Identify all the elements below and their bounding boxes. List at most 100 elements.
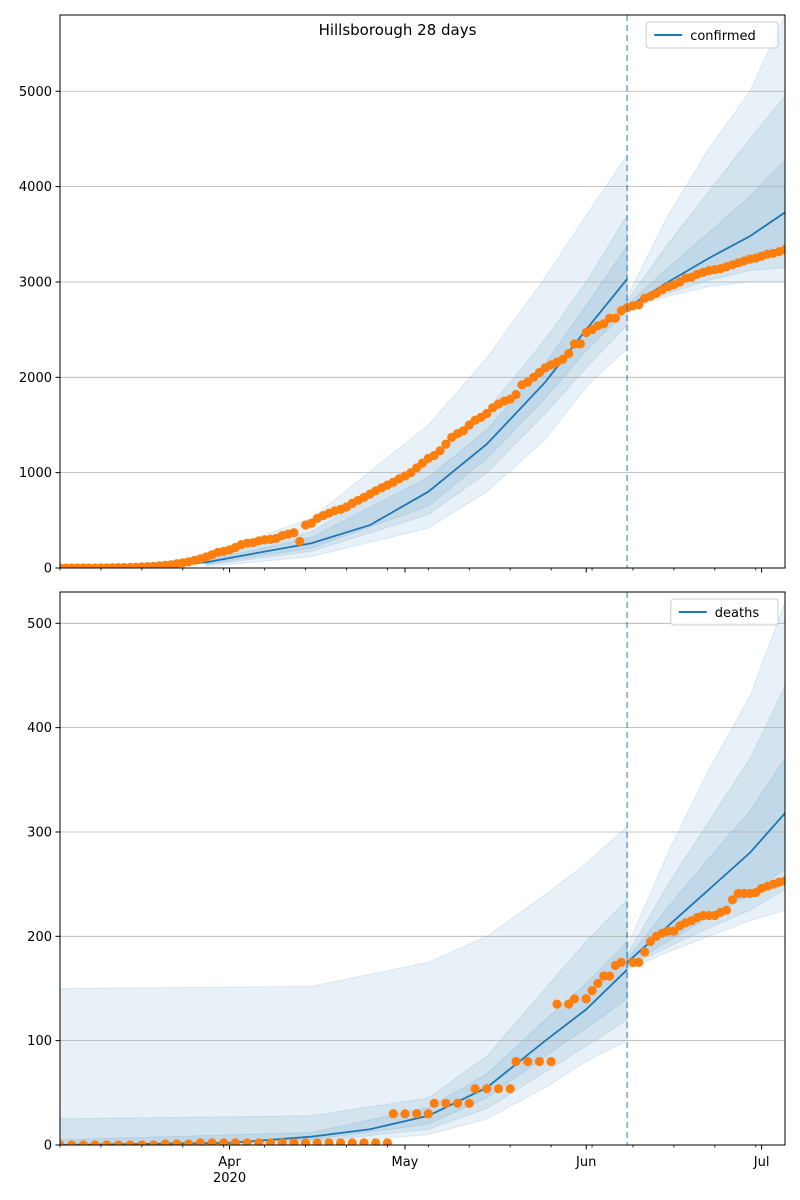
deaths-fit-band-80 bbox=[60, 898, 628, 1145]
confirmed-observed-point bbox=[458, 426, 468, 436]
deaths-observed-point bbox=[423, 1109, 433, 1119]
confirmed-y-tick-label-3000: 3000 bbox=[19, 275, 52, 290]
deaths-observed-point bbox=[616, 957, 626, 968]
deaths-observed-point bbox=[347, 1138, 357, 1145]
deaths-observed-point bbox=[172, 1139, 182, 1145]
deaths-observed-point bbox=[78, 1140, 88, 1145]
deaths-y-tick-label-100: 100 bbox=[27, 1034, 52, 1049]
deaths-observed-point bbox=[371, 1138, 381, 1145]
confirmed-observed-point bbox=[482, 408, 492, 419]
x-tick-sublabel-year: 2020 bbox=[213, 1171, 246, 1186]
confirmed-observed-point bbox=[634, 300, 644, 310]
confirmed-observed-point bbox=[780, 244, 785, 255]
deaths-forecast-band-50 bbox=[626, 758, 785, 967]
confirmed-y-tick-label-5000: 5000 bbox=[19, 85, 52, 100]
confirmed-forecast-band-95 bbox=[626, 15, 785, 311]
deaths-fit-band-50 bbox=[60, 940, 628, 1145]
confirmed-y-ticks: 0 1000 2000 3000 4000 5000 bbox=[19, 85, 60, 577]
deaths-observed-point bbox=[721, 905, 732, 915]
deaths-y-tick-label-0: 0 bbox=[44, 1139, 52, 1154]
deaths-observed-point bbox=[289, 1138, 299, 1145]
x-tick-label-apr: Apr bbox=[218, 1155, 241, 1170]
deaths-observed-point bbox=[780, 876, 785, 886]
deaths-legend: deaths bbox=[670, 598, 779, 626]
deaths-observed-point bbox=[324, 1138, 334, 1145]
deaths-observed-point bbox=[230, 1138, 240, 1145]
confirmed-plot-frame bbox=[59, 14, 786, 569]
deaths-y-ticks: 0 100 200 300 400 500 bbox=[27, 617, 60, 1154]
x-tick-label-may: May bbox=[392, 1155, 419, 1170]
deaths-y-tick-label-300: 300 bbox=[27, 825, 52, 840]
deaths-observed-point bbox=[90, 1140, 100, 1145]
deaths-observed-point bbox=[207, 1138, 217, 1145]
confirmed-legend: confirmed bbox=[645, 21, 779, 49]
confirmed-observed-point bbox=[610, 313, 621, 323]
deaths-observed-point bbox=[441, 1098, 451, 1108]
deaths-observed-point bbox=[453, 1098, 463, 1108]
confirmed-legend-box bbox=[645, 21, 779, 49]
deaths-observed-point bbox=[137, 1140, 147, 1145]
deaths-observed-point bbox=[312, 1138, 322, 1145]
x-tick-label-jun: Jun bbox=[575, 1155, 596, 1170]
deaths-observed-point bbox=[382, 1138, 392, 1145]
deaths-observed-point bbox=[605, 971, 615, 981]
deaths-observed-point bbox=[277, 1138, 287, 1145]
confirmed-observed-points bbox=[60, 244, 785, 568]
confirmed-panel: 0 1000 2000 3000 4000 5000 confirmed Hillsbor… bbox=[19, 14, 786, 577]
deaths-observed-point bbox=[67, 1140, 77, 1145]
confirmed-observed-point bbox=[599, 319, 609, 329]
deaths-observed-point bbox=[482, 1084, 492, 1094]
deaths-observed-point bbox=[727, 895, 738, 905]
deaths-observed-point bbox=[359, 1138, 369, 1145]
deaths-forecast-band-95 bbox=[626, 602, 785, 971]
deaths-observed-point bbox=[148, 1140, 159, 1145]
confirmed-observed-point bbox=[289, 528, 299, 538]
deaths-observed-point bbox=[60, 1140, 65, 1145]
deaths-observed-point bbox=[581, 994, 591, 1004]
confirmed-observed-point bbox=[441, 439, 451, 449]
confirmed-y-tick-label-1000: 1000 bbox=[19, 466, 52, 481]
confirmed-y-tick-label-0: 0 bbox=[44, 562, 52, 577]
deaths-observed-point bbox=[336, 1138, 346, 1145]
x-tick-label-jul: Jul bbox=[753, 1155, 770, 1170]
deaths-observed-point bbox=[546, 1056, 556, 1067]
deaths-observed-point bbox=[412, 1109, 422, 1119]
deaths-observed-point bbox=[113, 1140, 124, 1145]
deaths-y-tick-label-400: 400 bbox=[27, 721, 52, 736]
deaths-observed-point bbox=[464, 1098, 474, 1108]
deaths-observed-point bbox=[569, 994, 580, 1004]
deaths-observed-point bbox=[301, 1138, 311, 1145]
confirmed-y-tick-label-2000: 2000 bbox=[19, 371, 52, 386]
deaths-observed-point bbox=[493, 1084, 504, 1094]
confirmed-observed-point bbox=[575, 339, 586, 349]
deaths-observed-point bbox=[552, 999, 562, 1009]
confirmed-legend-label: confirmed bbox=[690, 29, 756, 44]
deaths-observed-point bbox=[669, 926, 679, 936]
deaths-observed-point bbox=[265, 1138, 276, 1145]
deaths-observed-point bbox=[593, 978, 603, 988]
deaths-y-tick-label-200: 200 bbox=[27, 930, 52, 945]
deaths-observed-point bbox=[102, 1140, 112, 1145]
deaths-observed-points bbox=[60, 876, 785, 1145]
deaths-observed-point bbox=[184, 1139, 194, 1145]
deaths-observed-point bbox=[587, 986, 597, 996]
deaths-observed-point bbox=[470, 1084, 480, 1094]
deaths-observed-point bbox=[219, 1138, 229, 1145]
confirmed-observed-point bbox=[558, 354, 568, 364]
confirmed-observed-point bbox=[435, 446, 445, 456]
deaths-observed-point bbox=[400, 1109, 410, 1119]
deaths-observed-point bbox=[511, 1056, 521, 1067]
deaths-observed-point bbox=[195, 1138, 205, 1145]
deaths-observed-point bbox=[505, 1084, 515, 1094]
deaths-observed-point bbox=[429, 1098, 439, 1108]
deaths-observed-point bbox=[640, 947, 650, 957]
deaths-observed-point bbox=[523, 1056, 533, 1067]
deaths-observed-point bbox=[125, 1140, 135, 1145]
confirmed-y-tick-label-4000: 4000 bbox=[19, 180, 52, 195]
deaths-observed-point bbox=[254, 1138, 264, 1145]
deaths-observed-point bbox=[388, 1109, 398, 1119]
chart-title: Hillsborough 28 days bbox=[319, 21, 477, 39]
